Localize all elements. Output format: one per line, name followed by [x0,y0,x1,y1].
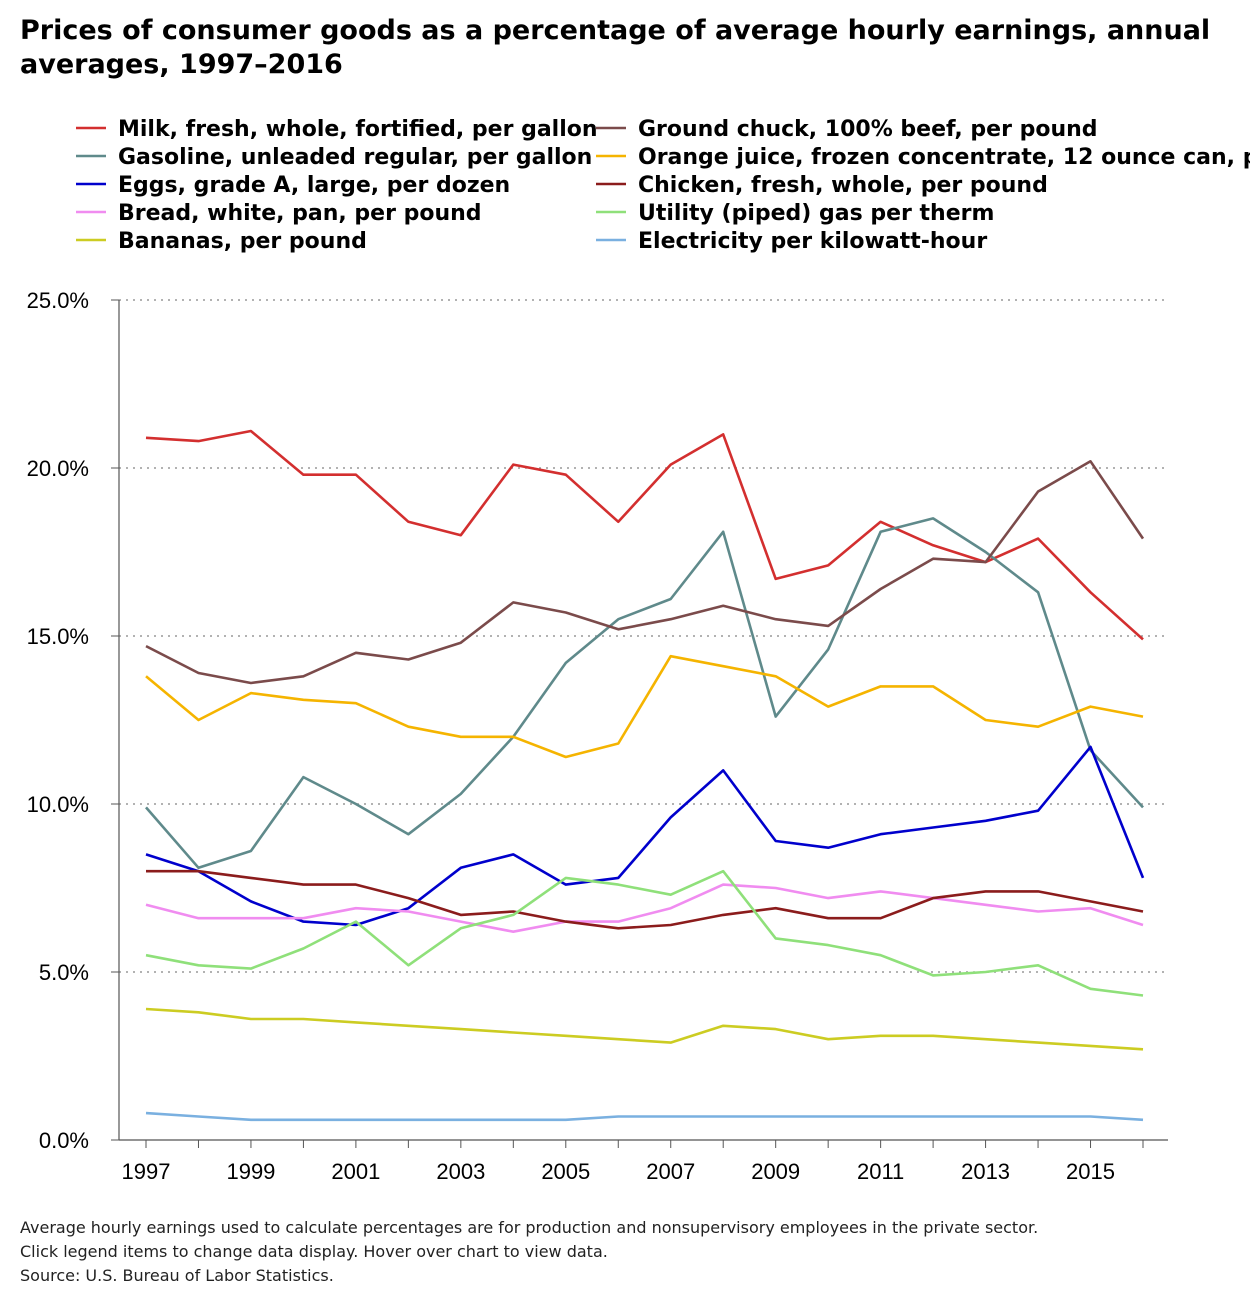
legend-item-10[interactable]: Electricity per kilowatt-hour [596,229,987,254]
legend-label: Bananas, per pound [118,229,367,254]
legend-label: Chicken, fresh, whole, per pound [638,173,1048,198]
y-tick-label: 0.0% [39,1128,89,1153]
legend-item-6[interactable]: Ground chuck, 100% beef, per pound [596,117,1098,142]
y-axis-ticks: 0.0% 5.0% 10.0% 15.0% 20.0% 25.0% [27,288,119,1153]
x-tick-label: 2015 [1066,1159,1115,1184]
x-tick-label: 2003 [436,1159,485,1184]
y-tick-label: 15.0% [27,624,89,649]
series-line-6[interactable] [145,459,1145,685]
legend-label: Eggs, grade A, large, per dozen [118,173,510,198]
legend-item-2[interactable]: Gasoline, unleaded regular, per gallon [76,145,592,170]
legend-label: Orange juice, frozen concentrate, 12 oun… [638,145,1250,170]
legend-label: Milk, fresh, whole, fortified, per gallo… [118,117,598,142]
x-tick-label: 2009 [751,1159,800,1184]
footnote-earnings: Average hourly earnings used to calculat… [20,1218,1039,1237]
chart-title: Prices of consumer goods as a percentage… [20,15,1211,80]
series-lines[interactable] [145,429,1145,1122]
legend[interactable]: Milk, fresh, whole, fortified, per gallo… [76,117,1250,254]
axes [118,300,1168,1141]
footnote-instructions: Click legend items to change data displa… [20,1242,608,1261]
x-tick-label: 2013 [961,1159,1010,1184]
legend-item-8[interactable]: Chicken, fresh, whole, per pound [596,173,1048,198]
x-tick-label: 1999 [226,1159,275,1184]
series-line-10[interactable] [145,1111,1144,1122]
x-axis-ticks: 1997 1999 2001 2003 2005 2007 2009 2011 2013 2015 [122,1140,1144,1184]
series-line-7[interactable] [145,654,1144,759]
legend-item-4[interactable]: Bread, white, pan, per pound [76,201,482,226]
legend-label: Ground chuck, 100% beef, per pound [638,117,1098,142]
series-line-5[interactable] [145,1007,1144,1051]
legend-label: Utility (piped) gas per therm [638,201,994,226]
series-line-9[interactable] [145,869,1144,997]
legend-item-1[interactable]: Milk, fresh, whole, fortified, per gallo… [76,117,598,142]
legend-item-3[interactable]: Eggs, grade A, large, per dozen [76,173,510,198]
legend-item-5[interactable]: Bananas, per pound [76,229,367,254]
y-tick-label: 10.0% [27,792,89,817]
series-line-8[interactable] [146,869,1144,930]
series-line-1[interactable] [145,429,1144,641]
footer: Average hourly earnings used to calculat… [20,1216,1240,1288]
legend-label: Electricity per kilowatt-hour [638,229,987,254]
legend-label: Gasoline, unleaded regular, per gallon [118,145,592,170]
x-tick-label: 2001 [331,1159,380,1184]
legend-item-7[interactable]: Orange juice, frozen concentrate, 12 oun… [596,145,1250,170]
legend-item-9[interactable]: Utility (piped) gas per therm [596,201,994,226]
x-tick-label: 1997 [122,1159,171,1184]
footnote-source: Source: U.S. Bureau of Labor Statistics. [20,1266,334,1285]
legend-label: Bread, white, pan, per pound [118,201,482,226]
x-tick-label: 2011 [857,1159,904,1184]
y-tick-label: 25.0% [27,288,89,313]
series-line-2[interactable] [145,517,1144,870]
x-tick-label: 2005 [541,1159,590,1184]
y-tick-label: 20.0% [27,456,89,481]
x-tick-label: 2007 [646,1159,695,1184]
y-tick-label: 5.0% [39,960,89,985]
gridlines [119,299,1168,973]
series-line-4[interactable] [145,883,1144,934]
series-line-3[interactable] [145,745,1145,927]
